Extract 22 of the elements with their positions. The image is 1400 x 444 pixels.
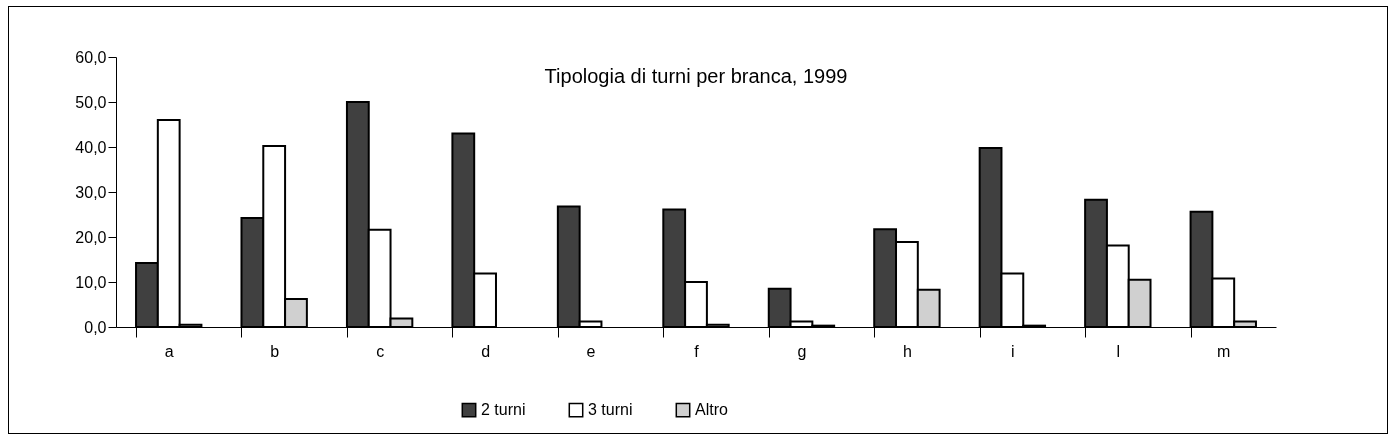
y-tick-label: 0,0: [84, 318, 107, 336]
y-tick-label: 30,0: [75, 183, 107, 201]
x-tick-label: b: [270, 342, 280, 360]
x-tick-label: g: [797, 342, 807, 360]
chart-title: Tipologia di turni per branca, 1999: [544, 65, 848, 87]
x-tick-label: i: [1011, 342, 1015, 360]
y-tick-label: 50,0: [75, 93, 107, 111]
y-tick-label: 60,0: [75, 48, 107, 66]
legend-label: 3 turni: [588, 401, 633, 419]
x-tick-label: a: [164, 342, 174, 360]
y-tick-label: 10,0: [75, 273, 107, 291]
x-tick-label: d: [481, 342, 491, 360]
x-tick-label: h: [902, 342, 912, 360]
x-tick-label: c: [376, 342, 385, 360]
x-tick-label: m: [1217, 342, 1231, 360]
y-tick-label: 20,0: [75, 228, 107, 246]
x-tick-label: l: [1116, 342, 1121, 360]
x-tick-label: e: [586, 342, 596, 360]
legend-label: Altro: [695, 401, 728, 419]
x-tick-label: f: [694, 342, 700, 360]
y-tick-label: 40,0: [75, 138, 107, 156]
legend-label: 2 turni: [481, 401, 526, 419]
